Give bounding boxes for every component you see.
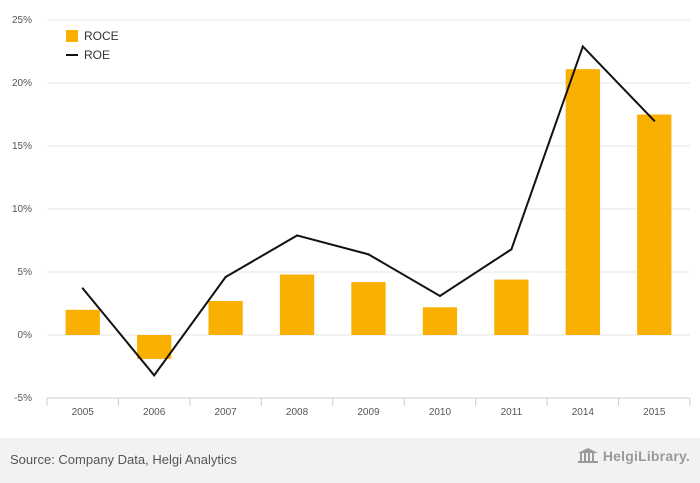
roe-line	[81, 44, 656, 377]
roce-bar	[565, 69, 600, 335]
x-tick-label: 2015	[643, 407, 666, 418]
x-tick-label: 2010	[429, 407, 452, 418]
roce-bar	[351, 282, 386, 335]
legend-label-roce: ROCE	[84, 29, 119, 43]
roce-bar	[637, 114, 672, 335]
y-tick-label: 10%	[12, 204, 32, 215]
y-tick-label: 25%	[12, 15, 32, 26]
logo-text: HelgiLibrary.	[602, 448, 690, 464]
x-tick-label: 2011	[501, 407, 523, 418]
roe-point	[224, 276, 227, 279]
y-axis: -5% 0% 5% 10% 15% 20% 25%	[12, 15, 32, 404]
roe-point	[438, 294, 441, 297]
legend-swatch-roce	[66, 30, 78, 42]
roe-point	[367, 253, 370, 256]
y-tick-label: 0%	[18, 330, 33, 341]
x-tick-label: 2006	[143, 407, 166, 418]
roe-point	[153, 374, 156, 377]
roe-point	[510, 248, 513, 251]
legend-label-roe: ROE	[84, 48, 110, 62]
roce-bars	[65, 69, 672, 359]
x-tick-label: 2007	[214, 407, 237, 418]
roce-bar	[279, 274, 315, 335]
legend: ROCE ROE	[66, 29, 119, 62]
roce-bar	[137, 335, 172, 359]
y-tick-label: -5%	[14, 393, 32, 404]
source-text: Source: Company Data, Helgi Analytics	[10, 452, 237, 467]
y-tick-label: 20%	[12, 78, 32, 89]
footer: Source: Company Data, Helgi Analytics He…	[0, 438, 700, 483]
y-tick-label: 15%	[12, 141, 32, 152]
roe-point	[296, 234, 299, 237]
x-axis: 2005 2006 2007 2008 2009 2010 2011 2014 2015	[46, 397, 691, 418]
library-building-icon	[577, 448, 598, 463]
x-tick-label: 2005	[72, 407, 95, 418]
x-tick-label: 2014	[572, 407, 595, 418]
roe-point	[653, 119, 656, 122]
roce-bar	[208, 300, 243, 335]
roe-point	[581, 45, 584, 48]
roce-bar	[494, 279, 529, 335]
roce-bar	[422, 307, 458, 335]
helgi-library-logo[interactable]: HelgiLibrary.	[577, 448, 690, 464]
roe-point	[81, 287, 84, 290]
y-tick-label: 5%	[18, 267, 33, 278]
combo-chart: -5% 0% 5% 10% 15% 20% 25% 2005 2006 2007 2008 2009…	[12, 15, 691, 418]
x-tick-label: 2009	[357, 407, 380, 418]
x-tick-label: 2008	[286, 407, 309, 418]
roce-bar	[65, 309, 100, 335]
